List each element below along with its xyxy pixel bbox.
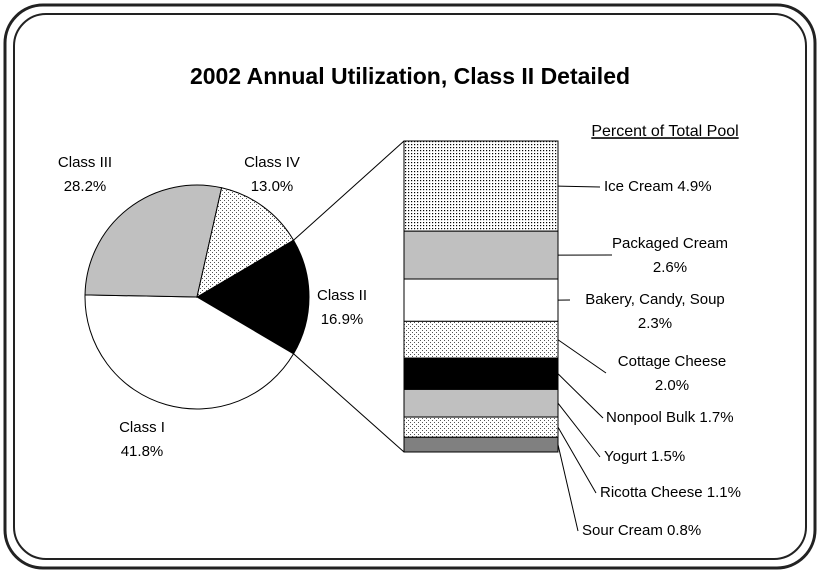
bar-label-part: Packaged Cream	[612, 235, 728, 252]
bar-label: Nonpool Bulk 1.7%	[606, 409, 734, 426]
pie-label-part: Class I	[119, 419, 165, 436]
bar-title: Percent of Total Pool	[591, 123, 738, 140]
bar-label: Sour Cream 0.8%	[582, 522, 701, 539]
pie-label-part: 16.9%	[321, 311, 364, 328]
bar-label-part: Nonpool Bulk	[606, 409, 696, 426]
leader-line	[557, 402, 601, 458]
bar-label-part: Ricotta Cheese	[600, 484, 703, 501]
bar-label-part: Bakery, Candy, Soup	[585, 291, 725, 308]
bar-label-part: 2.3%	[638, 315, 672, 332]
leader-line	[557, 426, 597, 494]
bar-label-part: 2.0%	[655, 377, 689, 394]
bar-label-part: 4.9%	[677, 178, 711, 195]
pie-label-part: Class IV	[244, 154, 300, 171]
inner-frame	[13, 13, 807, 560]
bar-label-part: 1.5%	[651, 448, 685, 465]
bar-label-part: Yogurt	[604, 448, 648, 465]
pie-label-part: 41.8%	[121, 443, 164, 460]
pie-label: Class IV 13.0%	[244, 154, 300, 195]
bar-label-part: 0.8%	[667, 522, 701, 539]
bar-label: Ricotta Cheese 1.1%	[600, 484, 741, 501]
bar-label-part: 1.7%	[699, 409, 733, 426]
leader-line	[557, 185, 601, 188]
bar-segment	[403, 436, 559, 453]
pie-label: Class III 28.2%	[58, 154, 112, 195]
pie-slice	[196, 187, 295, 299]
pie-label: Class II 16.9%	[317, 287, 367, 328]
bar-segment	[403, 230, 559, 280]
bar-segment	[403, 140, 559, 232]
connector	[293, 140, 405, 241]
leader-line	[557, 339, 607, 374]
pie-label: Class I 41.8%	[119, 419, 165, 460]
pie-label-part: Class II	[317, 287, 367, 304]
bar-label: Ice Cream 4.9%	[604, 178, 712, 195]
bar-label-part: Ice Cream	[604, 178, 673, 195]
pie-slice	[84, 184, 223, 298]
pie-slice	[84, 294, 295, 410]
bar-label: Bakery, Candy, Soup 2.3%	[585, 291, 725, 332]
pie-label-part: 13.0%	[251, 178, 294, 195]
bar-label: Packaged Cream 2.6%	[612, 235, 728, 276]
chart-title: 2002 Annual Utilization, Class II Detail…	[190, 63, 630, 89]
bar-label: Yogurt 1.5%	[604, 448, 685, 465]
bar-segment	[403, 278, 559, 322]
bar-segment	[403, 416, 559, 438]
bar-label-part: Cottage Cheese	[618, 353, 726, 370]
bar-label-part: Sour Cream	[582, 522, 663, 539]
pie-slice	[196, 239, 310, 355]
pie-label-part: 28.2%	[64, 178, 107, 195]
pie-label-part: Class III	[58, 154, 112, 171]
bar-label: Cottage Cheese 2.0%	[618, 353, 726, 394]
connector	[293, 353, 405, 453]
bar-label-part: 2.6%	[653, 259, 687, 276]
leader-line	[557, 444, 579, 532]
bar-segment	[403, 320, 559, 359]
outer-frame	[3, 3, 817, 570]
bar-label-part: 1.1%	[707, 484, 741, 501]
leader-line	[557, 373, 604, 419]
bar-segment	[403, 357, 559, 390]
bar-segment	[403, 388, 559, 418]
